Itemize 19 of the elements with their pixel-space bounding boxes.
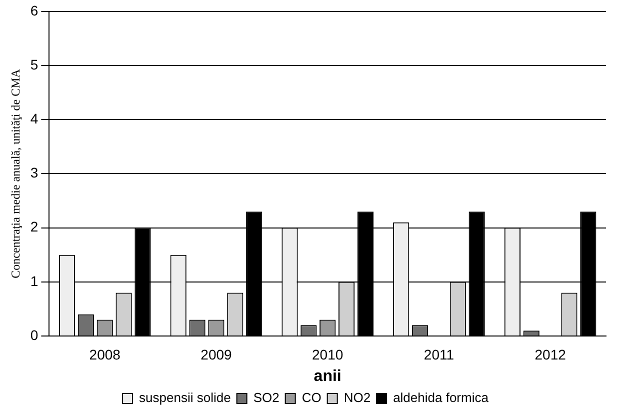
y-axis-title: Concentraţia medie anuală, unităţi de CMA: [8, 68, 22, 278]
y-tick-label: 1: [30, 272, 38, 289]
y-tick-label: 0: [30, 326, 38, 343]
legend-label: NO2: [344, 390, 371, 406]
legend-label: SO2: [253, 390, 280, 406]
y-tick-label: 5: [30, 56, 38, 72]
y-tick-label: 4: [30, 110, 38, 126]
legend-label: CO: [302, 390, 322, 406]
legend-label: suspensii solide: [139, 390, 231, 406]
x-tick-label: 2008: [89, 346, 121, 362]
y-tick-label: 2: [30, 218, 38, 235]
y-tick-label: 3: [30, 164, 38, 181]
x-tick-label: 2009: [200, 346, 232, 362]
y-tick-label: 6: [30, 2, 38, 18]
x-axis-title: anii: [314, 368, 342, 385]
x-tick-label: 2012: [534, 346, 566, 362]
x-tick-label: 2011: [424, 346, 454, 362]
legend-label: aldehida formica: [393, 390, 490, 406]
x-tick-label: 2010: [312, 346, 344, 362]
